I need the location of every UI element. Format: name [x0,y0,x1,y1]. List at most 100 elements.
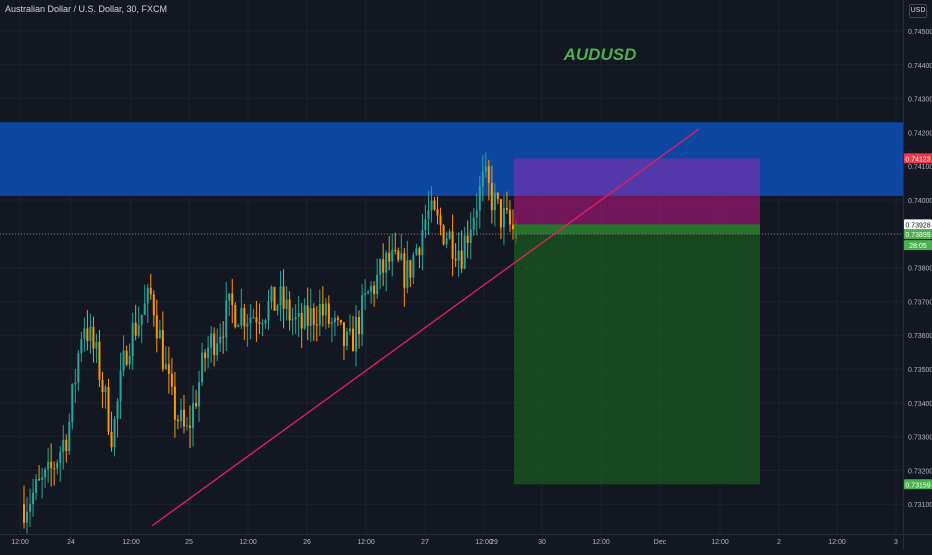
candle-body [261,323,264,325]
x-tick-label: 12:00 [239,539,257,546]
candle-body [475,210,478,218]
annotation-text[interactable]: AUDUSD [563,45,637,64]
candle-body [189,425,192,428]
target-price-label-bg [904,479,932,490]
x-tick-label: 2 [777,539,781,546]
stop-zone-overlap [514,195,760,225]
candle-body [511,224,514,230]
candle-body [339,319,342,323]
candle-body [134,322,137,336]
resistance-zone[interactable] [0,122,903,196]
entry-price-label: 0.73928 [905,222,930,229]
stop-price-label-bg [904,153,932,164]
candle-body [324,303,327,316]
candle-body [300,312,303,329]
candle-body [74,382,77,385]
trendline[interactable] [151,128,700,527]
take-profit-zone[interactable] [514,224,760,485]
candle-body [125,350,128,365]
symbol-title[interactable]: Australian Dollar / U.S. Dollar, 30, FXC… [5,4,168,14]
candle-body [358,317,361,335]
candle-body [267,301,270,321]
candle-body [198,382,201,407]
candle-body [412,254,415,278]
candle-body [493,192,496,211]
candle-body [282,286,285,309]
candle-body [502,208,505,228]
candle-body [297,312,300,317]
candle-body [59,451,62,463]
candle-body [345,331,348,346]
candle-body [71,384,74,422]
candle-body [472,217,475,230]
candle-body [454,258,457,261]
candle-body [406,260,409,288]
x-tick-label: 30 [538,539,546,546]
candle-body [195,403,198,407]
candle-body [35,479,38,493]
candle-body [140,314,143,325]
y-tick-label: 0.73400 [908,401,932,408]
entry-band [514,224,760,235]
candle-body [137,324,140,336]
candle-body [119,370,122,402]
candle-body [158,330,161,339]
candle-body [303,305,306,329]
candle-body [83,328,86,340]
currency-badge[interactable]: USD [909,4,927,18]
candle-body [219,336,222,344]
y-tick-label: 0.73700 [908,299,932,306]
x-tick-label: 3 [894,539,898,546]
candle-body [204,352,207,359]
candle-body [26,511,29,523]
target-price-label: 0.73159 [905,482,930,489]
candle-body [231,293,234,305]
x-tick-label: 12:00 [475,539,493,546]
candle-body [285,299,288,309]
candle-body [336,317,339,320]
candle-body [98,341,101,380]
candle-body [246,323,249,327]
candle-body [499,199,502,228]
candle-body [478,185,481,211]
candle-body [216,343,219,356]
candle-body [179,409,182,422]
candle-body [490,182,493,211]
candle-body [182,409,185,427]
candle-body [116,401,119,419]
candle-body [143,303,146,315]
candle-body [288,299,291,321]
candle-body [373,285,376,295]
candle-body [155,315,158,339]
candle-body [104,386,107,393]
candle-body [385,252,388,273]
entry-price-label-bg [904,219,932,230]
x-tick-label: 29 [490,539,498,546]
candle-body [415,248,418,255]
candle-body [207,347,210,359]
y-tick-label: 0.74500 [908,29,932,36]
candle-body [77,353,80,383]
candle-body [409,260,412,278]
x-tick-label: Dec [654,539,667,546]
candle-body [388,252,391,262]
candle-body [264,320,267,324]
candle-body [89,326,92,342]
candle-body [321,303,324,316]
candle-body [240,307,243,326]
candle-body [466,235,469,243]
candle-body [379,259,382,275]
candle-body [92,326,95,349]
candle-body [252,317,255,319]
candle-body [185,425,188,427]
y-tick-label: 0.74100 [908,164,932,171]
candle-body [291,319,294,321]
candle-body [327,303,330,324]
candle-body [128,356,131,365]
candle-body [427,210,430,220]
x-tick-label: 25 [185,539,193,546]
x-tick-label: 26 [303,539,311,546]
